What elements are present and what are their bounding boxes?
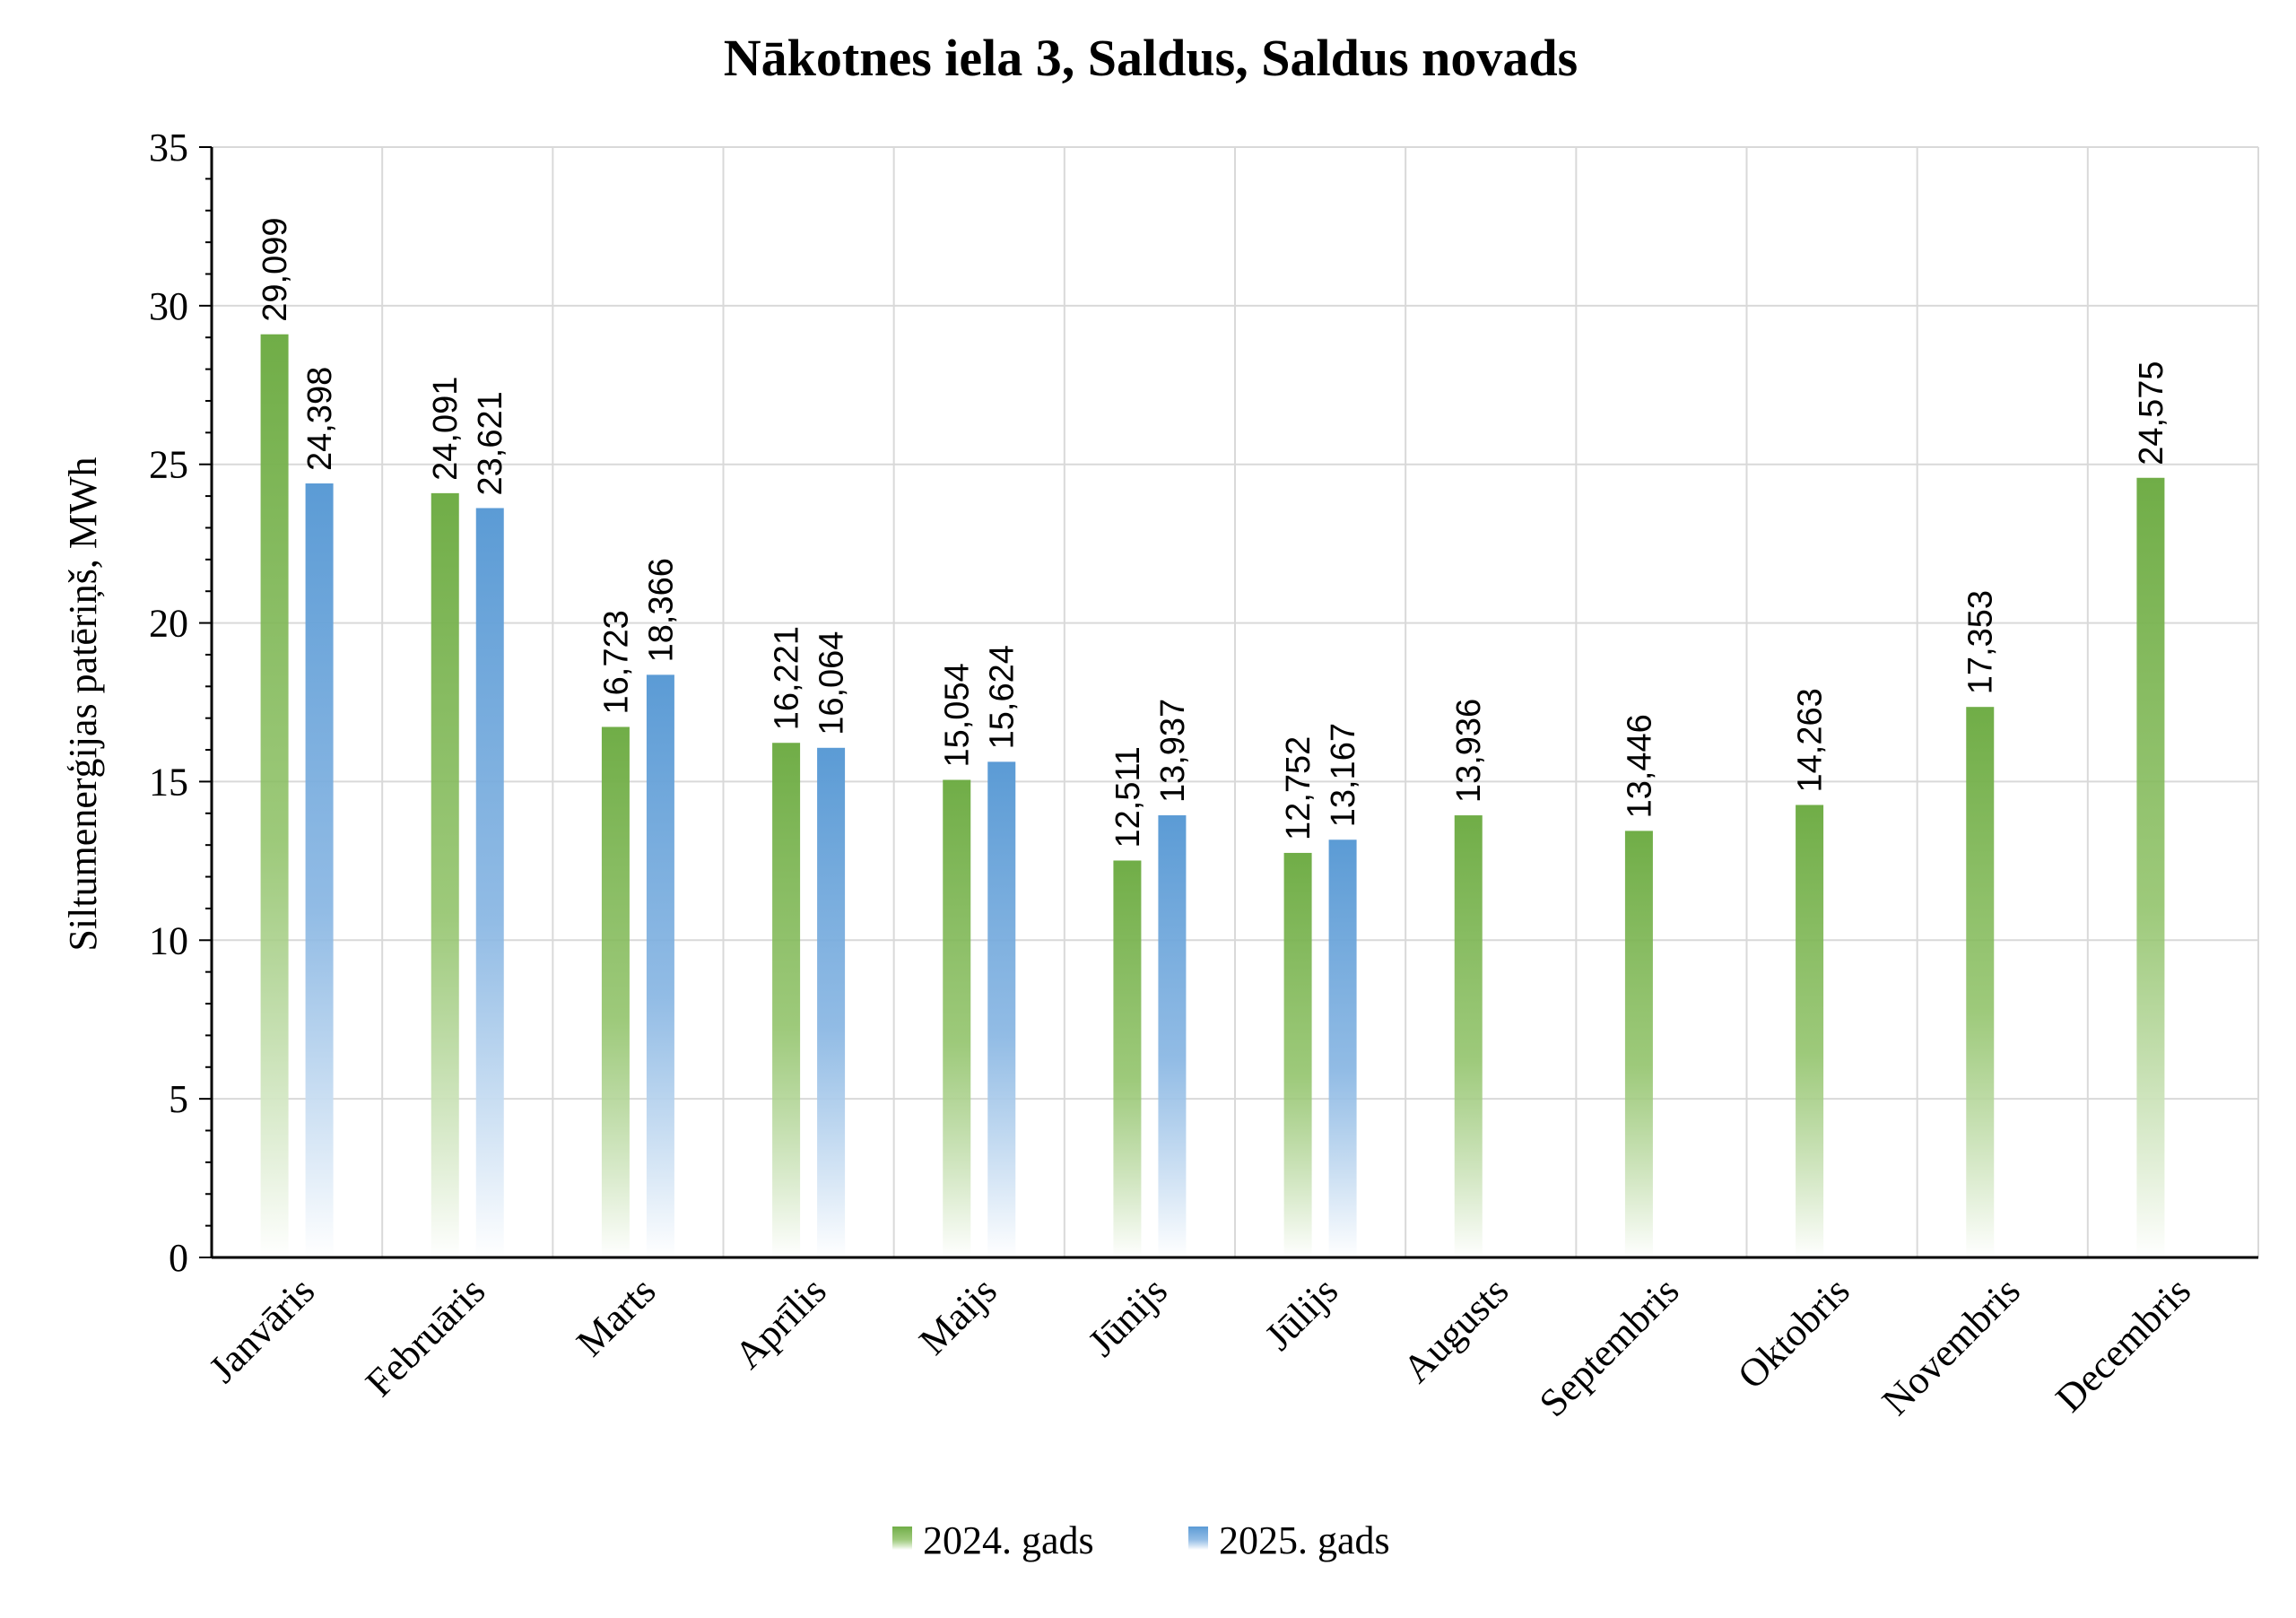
- bar-2024: [1796, 805, 1824, 1257]
- y-tick-label: 15: [149, 760, 188, 804]
- bar-2025: [1158, 815, 1187, 1257]
- data-label: 13,167: [1325, 723, 1362, 827]
- bar-2025: [817, 747, 846, 1257]
- data-label: 16,064: [813, 631, 851, 735]
- y-tick-label: 0: [169, 1236, 188, 1280]
- data-label: 13,936: [1450, 699, 1488, 803]
- bar-2025: [475, 508, 504, 1257]
- y-tick-label: 5: [169, 1077, 188, 1121]
- bar-2024: [1113, 860, 1142, 1257]
- data-label: 15,624: [984, 645, 1022, 749]
- legend: 2024. gads 2025. gads: [892, 1518, 1390, 1562]
- y-tick-label: 10: [149, 918, 188, 962]
- chart-title: Nākotnes iela 3, Saldus, Saldus novads: [724, 29, 1578, 87]
- y-tick-label: 35: [149, 126, 188, 170]
- bar-2024: [1283, 852, 1312, 1257]
- bar-2024: [1624, 831, 1653, 1257]
- bar-2024: [943, 779, 971, 1257]
- data-label: 24,091: [427, 377, 465, 481]
- bar-2024: [601, 726, 630, 1257]
- data-label: 24,575: [2133, 361, 2170, 465]
- data-label: 18,366: [642, 558, 680, 662]
- data-label: 16,723: [597, 610, 635, 714]
- bar-2025: [646, 674, 674, 1257]
- y-tick-label: 20: [149, 602, 188, 646]
- data-label: 12,752: [1280, 736, 1318, 840]
- data-label: 12,511: [1109, 746, 1147, 848]
- legend-swatch: [892, 1527, 912, 1550]
- y-axis-label: Siltumenerģijas patēriņš, MWh: [61, 457, 105, 951]
- data-label: 15,054: [939, 663, 977, 767]
- bar-2024: [772, 743, 801, 1257]
- bar-2025: [1328, 839, 1357, 1257]
- data-label: 13,937: [1154, 699, 1192, 803]
- data-label: 14,263: [1792, 688, 1830, 792]
- legend-label: 2025. gads: [1219, 1518, 1390, 1562]
- bar-2025: [987, 761, 1016, 1257]
- data-label: 13,446: [1621, 714, 1658, 818]
- data-label: 17,353: [1962, 590, 2000, 694]
- bar-2024: [260, 334, 289, 1257]
- bar-2025: [305, 483, 334, 1257]
- bar-2024: [430, 492, 459, 1257]
- legend-label: 2024. gads: [923, 1518, 1094, 1562]
- bar-2024: [2136, 477, 2165, 1257]
- data-label: 24,398: [301, 367, 339, 471]
- y-tick-label: 30: [149, 284, 188, 328]
- bar-2024: [1454, 815, 1483, 1257]
- data-label: 23,621: [472, 391, 509, 495]
- data-label: 29,099: [257, 217, 294, 321]
- gridlines: [212, 146, 2259, 1257]
- bars: [260, 334, 2165, 1257]
- bar-2024: [1966, 707, 1995, 1257]
- legend-swatch: [1188, 1527, 1208, 1550]
- data-labels: 29,099 24,091 16,723 16,221 15,054 12,511 12,7…: [257, 217, 2170, 848]
- y-tick-label: 25: [149, 443, 188, 487]
- data-label: 16,221: [769, 626, 806, 730]
